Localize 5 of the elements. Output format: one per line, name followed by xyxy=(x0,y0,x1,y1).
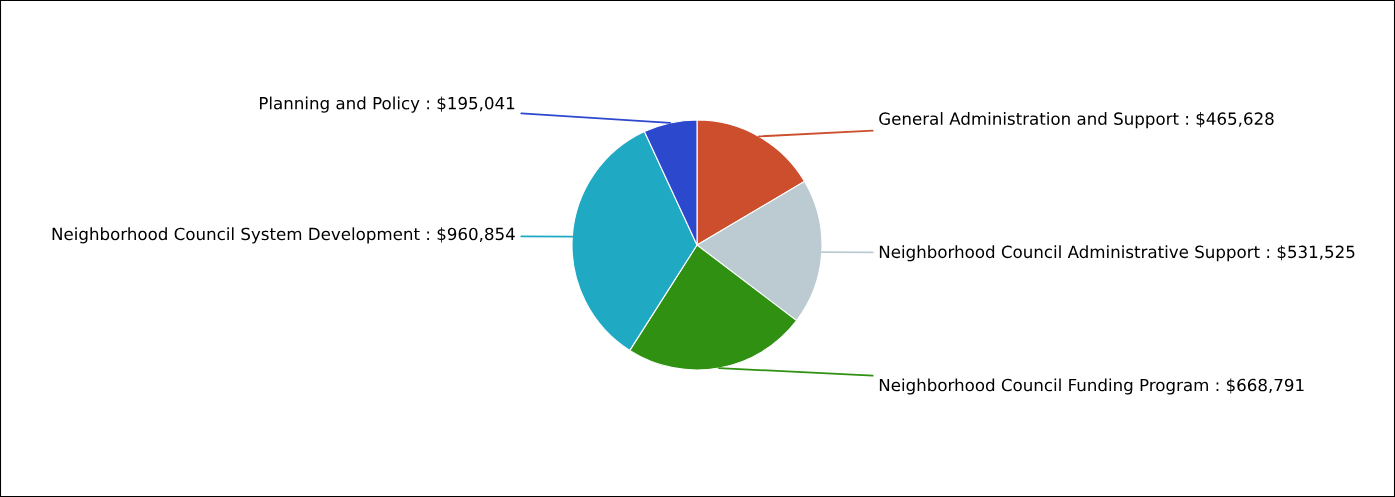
slice-label: Neighborhood Council System Development : $960,854 xyxy=(52,227,515,244)
slice-label: Neighborhood Council Funding Program : $668,791 xyxy=(879,378,1304,395)
slice-label: General Administration and Support : $465,628 xyxy=(879,112,1274,129)
slice-label: Planning and Policy : $195,041 xyxy=(259,96,515,113)
slice-label: Neighborhood Council Administrative Support : $531,525 xyxy=(879,245,1355,262)
